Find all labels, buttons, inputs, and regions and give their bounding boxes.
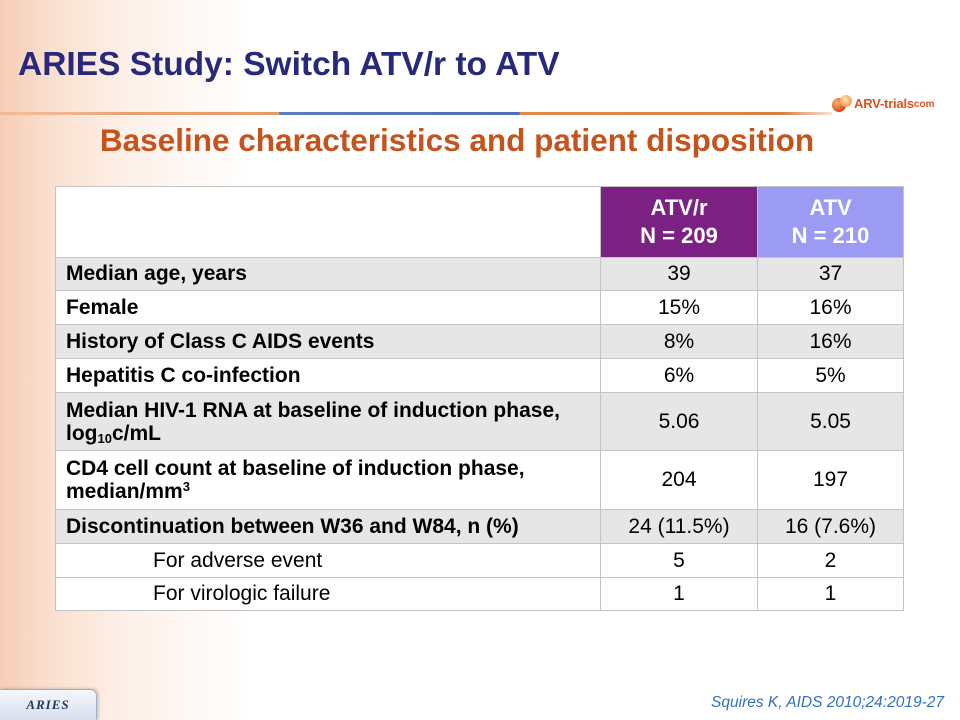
table-row: For adverse event 5 2 [55,543,904,578]
atv-value: 16% [757,290,904,325]
atv-value: 5.05 [757,392,904,451]
header-atv-r: ATV/r N = 209 [600,186,758,258]
unit-prefix: median/mm [66,480,183,503]
atv-value: 16 (7.6%) [757,509,904,544]
header-atv-n: N = 210 [791,223,870,248]
row-label: Median HIV-1 RNA at baseline of inductio… [55,392,601,451]
characteristics-table: ATV/r N = 209 ATV N = 210 Median age, ye… [55,186,904,611]
row-label: For virologic failure [55,577,601,611]
atv-r-value: 15% [600,290,758,325]
table-row: Female 15% 16% [55,290,904,325]
table-row: Median age, years 39 37 [55,257,904,291]
atv-r-value: 1 [600,577,758,611]
header-atv-r-arm: ATV/r [650,195,708,220]
arv-trials-lens-icon [832,95,854,112]
header-atv-r-n: N = 209 [640,223,718,248]
atv-r-value: 5.06 [600,392,758,451]
atv-value: 5% [757,358,904,393]
row-label: CD4 cell count at baseline of induction … [55,450,601,510]
atv-value: 2 [757,543,904,578]
unit-prefix: log [66,421,98,445]
slide-title: ARIES Study: Switch ATV/r to ATV [18,46,560,83]
atv-r-value: 204 [600,450,758,510]
table-header-row: ATV/r N = 209 ATV N = 210 [55,186,904,258]
header-atv-arm: ATV [809,195,852,220]
logo-suffix: com [913,99,935,110]
title-divider [0,112,832,115]
citation: Squires K, AIDS 2010;24:2019-27 [711,694,944,711]
row-label-unit: median/mm3 [66,480,600,503]
header-blank-cell [55,186,601,258]
arv-trials-logo: ARV-trials com [832,92,934,112]
row-label-text: Median HIV-1 RNA at baseline of inductio… [66,398,560,422]
unit-subscript: 10 [97,431,112,447]
table-row: Median HIV-1 RNA at baseline of inductio… [55,392,904,451]
atv-r-value: 39 [600,257,758,291]
atv-value: 197 [757,450,904,510]
atv-r-value: 24 (11.5%) [600,509,758,544]
header-atv: ATV N = 210 [757,186,904,258]
table-row: Discontinuation between W36 and W84, n (… [55,509,904,544]
row-label: For adverse event [55,543,601,578]
table-row: Hepatitis C co-infection 6% 5% [55,358,904,393]
atv-r-value: 8% [600,324,758,359]
table-row: CD4 cell count at baseline of induction … [55,450,904,510]
row-label: Hepatitis C co-infection [55,358,601,393]
study-tab-label: ARIES [26,697,70,712]
slide-subtitle: Baseline characteristics and patient dis… [99,122,815,158]
row-label-unit: log10c/mL [66,421,600,447]
logo-wordmark: ARV-trials [854,96,914,111]
atv-value: 37 [757,257,904,291]
table-row: History of Class C AIDS events 8% 16% [55,324,904,359]
table-row: For virologic failure 1 1 [55,577,904,611]
atv-r-value: 6% [600,358,758,393]
unit-superscript: 3 [182,478,190,494]
atv-r-value: 5 [600,543,758,578]
atv-value: 1 [757,577,904,611]
row-label: Female [55,290,601,325]
row-label: Discontinuation between W36 and W84, n (… [55,509,601,544]
atv-value: 16% [757,324,904,359]
row-label: Median age, years [55,257,601,291]
study-tab: ARIES [0,689,97,720]
unit-suffix: c/mL [111,421,161,445]
row-label: History of Class C AIDS events [55,324,601,359]
row-label-text: CD4 cell count at baseline of induction … [66,457,525,480]
